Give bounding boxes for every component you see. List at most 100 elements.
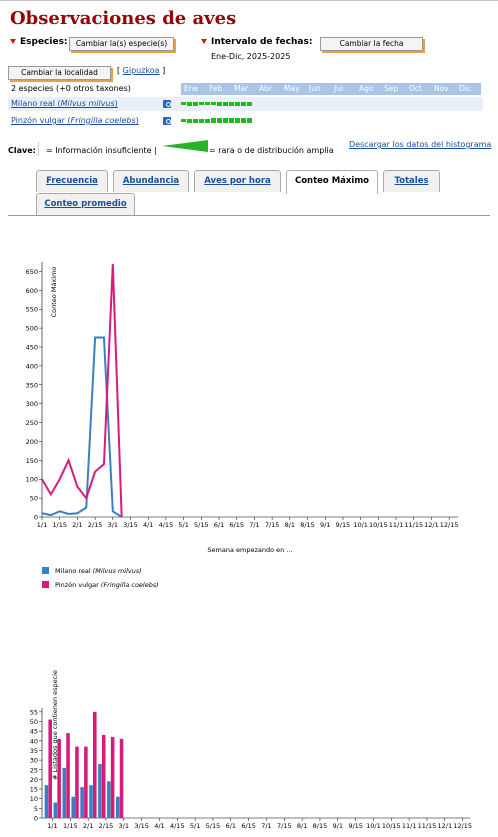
histogram-bar <box>199 102 204 105</box>
x-tick-label: 12/15 <box>453 822 472 830</box>
x-tick-label: 4/15 <box>170 822 185 830</box>
x-tick-label: 3/1 <box>119 822 129 830</box>
histogram-bar <box>247 118 252 123</box>
x-tick-label: 10/1 <box>366 822 381 830</box>
bracket-open: [ <box>117 66 123 75</box>
x-tick-label: 5/15 <box>206 822 221 830</box>
bar <box>80 787 84 818</box>
collapse-triangle-icon[interactable] <box>10 39 16 44</box>
x-tick-label: 10/15 <box>382 822 401 830</box>
x-tick-label: 2/1 <box>72 521 82 529</box>
tab-frecuencia[interactable]: Frecuencia <box>36 170 108 192</box>
histogram-bar <box>193 118 198 123</box>
bar <box>101 735 106 818</box>
histogram-bar <box>205 118 210 123</box>
month-ene: Ene <box>184 84 199 93</box>
bar <box>93 711 97 818</box>
x-tick-label: 9/15 <box>348 822 363 830</box>
month-abr: Abr <box>259 84 272 93</box>
x-tick-label: 9/1 <box>333 822 343 830</box>
x-tick-label: 6/15 <box>229 521 244 529</box>
species-link[interactable]: Milano real (Milvus milvus) <box>11 99 118 108</box>
x-tick-label: 5/1 <box>178 521 188 529</box>
bar <box>48 719 52 818</box>
species-name[interactable]: Pinzón vulgar (Fringilla coelebs) <box>11 116 139 125</box>
download-histogram-link[interactable]: Descargar los datos del histograma <box>349 140 492 149</box>
download-wrap: Descargar los datos del histograma <box>349 140 491 149</box>
y-tick-label: 30 <box>30 757 38 765</box>
month-mar: Mar <box>234 84 249 93</box>
x-tick-label: 1/15 <box>63 822 78 830</box>
location-wrap: [ Gipuzkoa ] <box>117 66 165 75</box>
bar <box>57 738 61 818</box>
series-line <box>41 263 123 518</box>
location-link[interactable]: Gipuzkoa <box>122 66 160 75</box>
species-row: Pinzón vulgar (Fringilla coelebs) <box>8 114 483 128</box>
y-tick-label: 15 <box>30 786 38 794</box>
y-tick-label: 0 <box>34 815 38 823</box>
map-pin-icon[interactable] <box>163 100 171 108</box>
y-tick-label: 200 <box>26 438 38 446</box>
y-tick-label: 450 <box>26 344 38 352</box>
key-rare-text: = rara o de distribución amplia <box>209 146 334 155</box>
month-jun: Jun <box>309 84 321 93</box>
y-tick-label: 100 <box>26 476 38 484</box>
tab-abundancia[interactable]: Abundancia <box>113 170 189 192</box>
month-jul: Jul <box>334 84 344 93</box>
month-may: May <box>284 84 300 93</box>
species-count: 2 especies (+0 otros taxones) <box>11 84 131 93</box>
bar <box>119 738 124 818</box>
month-sep: Sep <box>384 84 399 93</box>
x-tick-label: 5/1 <box>190 822 200 830</box>
x-tick-label: 3/15 <box>134 822 149 830</box>
map-pin-icon[interactable] <box>163 117 171 125</box>
species-link[interactable]: Pinzón vulgar (Fringilla coelebs) <box>11 116 139 125</box>
y-tick-label: 45 <box>30 728 38 736</box>
y-tick-label: 40 <box>30 737 38 745</box>
species-name[interactable]: Milano real (Milvus milvus) <box>11 99 118 108</box>
x-tick-label: 11/1 <box>389 521 404 529</box>
change-date-button[interactable]: Cambiar la fecha <box>320 37 423 51</box>
x-tick-label: 11/15 <box>418 822 437 830</box>
histogram-bar <box>235 118 240 123</box>
y-axis-label: Conteo Máximo <box>50 267 58 318</box>
x-tick-label: 6/1 <box>214 521 224 529</box>
date-range: Ene-Dic, 2025-2025 <box>211 52 291 61</box>
species-row: Milano real (Milvus milvus) <box>8 97 483 111</box>
x-tick-label: 6/15 <box>241 822 256 830</box>
bar <box>62 767 67 818</box>
histogram-bar <box>223 101 228 106</box>
x-tick-label: 1/1 <box>37 521 47 529</box>
bar <box>75 746 79 818</box>
collapse-triangle-icon[interactable] <box>201 39 207 44</box>
bar <box>116 796 120 818</box>
tab-conteo-maximo[interactable]: Conteo Máximo <box>286 170 378 194</box>
x-tick-label: 10/1 <box>353 521 368 529</box>
histogram-bar <box>181 119 186 122</box>
change-species-button[interactable]: Cambiar la(s) especie(s) <box>69 37 174 51</box>
x-tick-label: 5/15 <box>194 521 209 529</box>
change-location-button[interactable]: Cambiar la localidad <box>8 66 111 80</box>
histogram-bar <box>205 102 210 105</box>
y-tick-label: 350 <box>26 381 38 389</box>
page-title: Observaciones de aves <box>10 8 237 29</box>
date-label-wrap: Intervalo de fechas: <box>201 37 312 47</box>
bar <box>66 733 70 818</box>
tab-aves-por-hora[interactable]: Aves por hora <box>194 170 281 192</box>
histogram-bar <box>187 101 192 106</box>
x-tick-label: 7/15 <box>265 521 280 529</box>
y-tick-label: 55 <box>30 708 38 716</box>
x-tick-label: 4/15 <box>159 521 174 529</box>
x-tick-label: 7/1 <box>249 521 259 529</box>
frequency-histogram <box>181 118 252 123</box>
histogram-bar <box>235 101 240 106</box>
x-tick-label: 1/1 <box>47 822 57 830</box>
species-common: Milano real <box>11 99 55 108</box>
tab-totales[interactable]: Totales <box>383 170 440 192</box>
x-tick-label: 2/15 <box>88 521 103 529</box>
tab-conteo-promedio[interactable]: Conteo promedio <box>36 193 135 215</box>
legend-swatch <box>42 567 49 574</box>
x-tick-label: 4/1 <box>143 521 153 529</box>
y-tick-label: 650 <box>26 268 38 276</box>
